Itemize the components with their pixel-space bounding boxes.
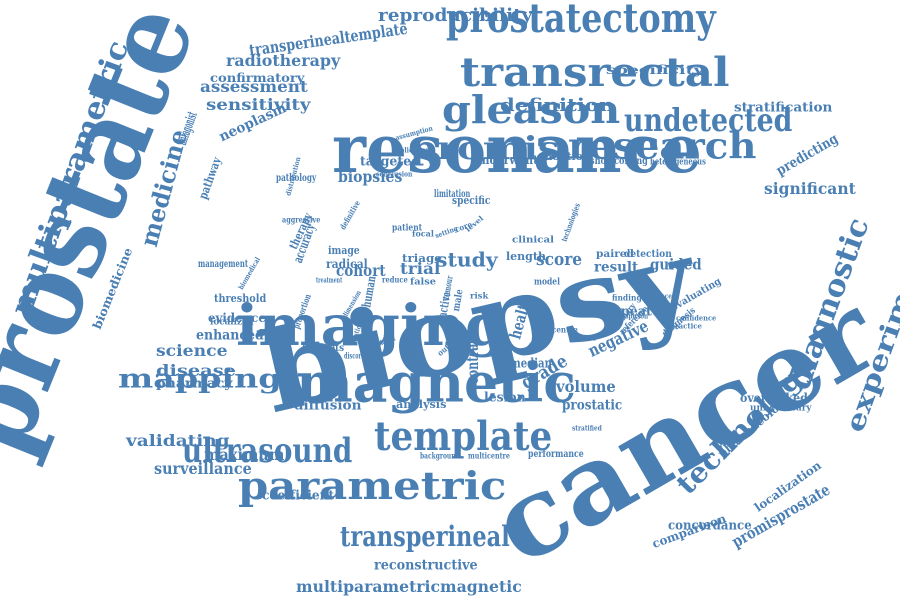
word-imaging: imaging [236,293,507,360]
word-template: template [374,413,553,461]
word-disease: disease [156,360,237,380]
word-science: science [156,340,228,360]
word-triage: triage [402,251,442,265]
word-specific: specific [452,193,491,207]
word-heterogeneous: heterogeneous [650,157,706,168]
word-sensitivity: sensitivity [206,94,311,114]
word-analysis: analysis [396,397,447,411]
word-model: model [534,277,560,288]
word-definitive: definitive [337,198,363,232]
word-confidence: confidence [676,313,717,323]
word-transperineal: transperineal [340,520,510,554]
word-discordant: discordant [344,350,374,361]
word-underwent: underwent [474,153,539,168]
word-threshold: threshold [214,291,267,305]
word-aggressive: aggressive [282,214,321,225]
word-guided: guided [650,255,702,274]
word-result: result [594,259,639,276]
word-concordance: concordance [668,518,752,534]
word-evidence: evidence [208,311,266,326]
word-validating: validating [126,430,230,450]
word-cohort: cohort [336,260,386,280]
word-undetected: undetected [624,100,793,139]
word-ultrasound: ultrasound [182,431,353,472]
word-finding: finding [612,292,642,303]
word-predicting: predicting [773,130,841,180]
word-assessment: assessment [200,76,308,96]
word-reduce: reduce [382,274,408,285]
word-parametric: parametric [238,462,507,508]
word-conclusion: conclusion [376,169,413,179]
word-coefficient: coefficient [262,488,335,504]
word-pathology: pathology [276,172,317,184]
word-mapping: mapping [118,364,282,395]
word-study: study [436,247,498,272]
word-image: image [328,243,360,257]
word-repeat: repeat [606,304,652,320]
word-hotspots: hotspots [302,342,345,354]
word-contrast: contrast [462,332,482,384]
word-multicentre: multicentre [468,450,510,461]
word-radical: radical [326,257,368,272]
word-adoption: adoption [538,149,591,163]
word-research: research [568,125,757,168]
word-false: false [410,277,436,288]
word-reproducibility: reproducibility [378,5,533,27]
word-lesion: lesion [484,390,526,406]
word-pathway: pathway [195,155,224,202]
word-shortcoming: shortcoming [590,155,648,167]
word-promis: promis [410,128,560,167]
word-confirmatory: confirmatory [210,71,305,86]
word-unnecessary: unnecessary [750,403,812,414]
word-biopsies: biopsies [338,166,403,186]
word-volume: volume [556,376,616,396]
word-advance: advance [646,291,672,301]
word-multiparametricmagnetic: multiparametricmagnetic [296,576,522,596]
word-centre: centre [552,324,578,335]
word-limitation: limitation [434,188,471,200]
word-definition: definition [500,95,615,117]
word-prostatectomy: prostatectomy [446,0,716,43]
word-suspicion: suspicion [618,311,649,321]
word-gleason: gleason [442,86,621,132]
word-trial: trial [400,258,441,278]
word-paired: paired [596,248,634,260]
word-score: score [536,249,583,271]
word-magnetic: magnetic [296,350,576,415]
word-enhanced: enhanced [196,327,264,344]
word-transrectal: transrectal [460,49,730,97]
word-management: management [198,258,248,270]
word-detection: detection [624,248,672,260]
word-practice: practice [670,321,702,331]
word-surveillance: surveillance [154,458,252,478]
word-overlooked: overlooked [740,391,808,406]
word-reconstructive: reconstructive [374,557,478,574]
word-treatment: treatment [316,275,343,285]
word-prostatic: prostatic [562,397,623,414]
word-stratified: stratified [572,423,602,433]
word-focal: focal [412,228,434,239]
word-targeted: targeted [360,154,421,170]
word-specificity: specificity [606,63,704,78]
word-method: method [572,333,596,343]
word-risk: risk [470,290,489,301]
word-patient: patient [392,223,423,234]
word-level: level [463,213,486,234]
word-localized: localized [210,317,254,328]
word-resonance: resonance [332,109,702,188]
word-significant: significant [764,178,856,198]
word-application: application [392,145,431,155]
word-radiotherapy: radiotherapy [226,50,341,70]
word-pharmacy: pharmacy [156,376,233,392]
word-diffusion: diffusion [294,398,362,414]
word-maximum: maximum [204,444,285,464]
word-clinical: clinical [512,235,555,246]
word-performance: performance [528,448,584,460]
word-stratification: stratification [734,100,833,116]
word-background: background [420,450,460,461]
word-length: length [506,249,546,263]
word-median: median [510,356,552,372]
